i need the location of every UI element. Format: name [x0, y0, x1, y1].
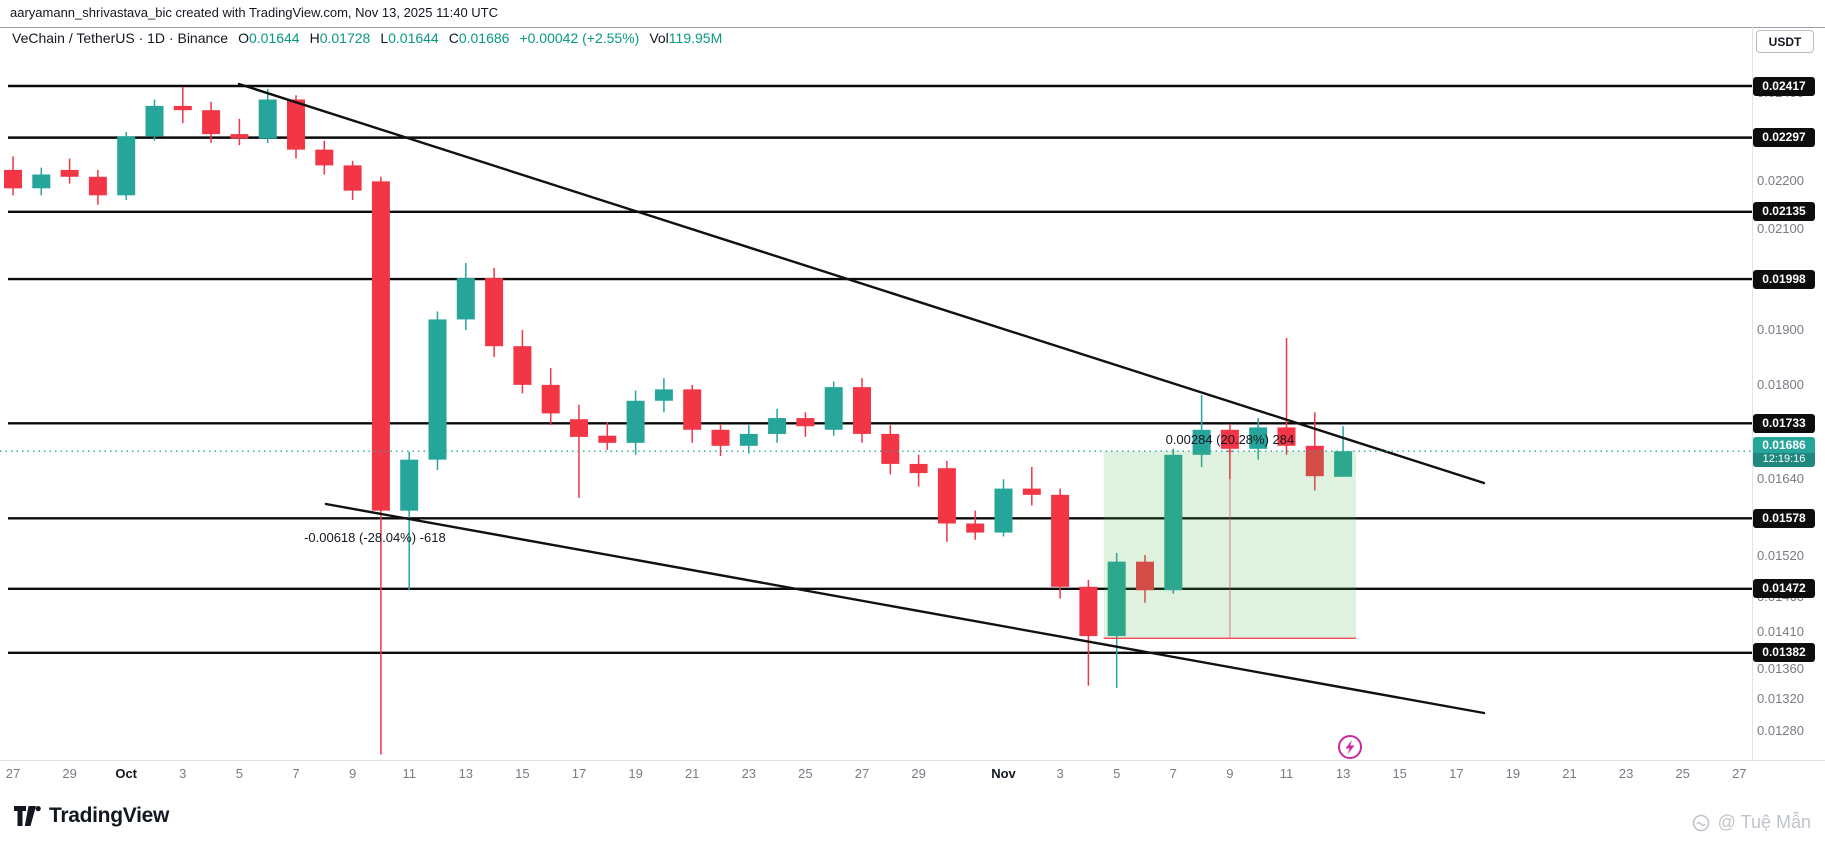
watermark: @ Tuệ Mẫn — [1692, 812, 1811, 833]
volume-value: 119.95M — [668, 30, 723, 46]
flash-boost-icon[interactable] — [1336, 733, 1364, 761]
candle-body — [456, 278, 475, 320]
candle-body — [1022, 488, 1041, 495]
candle-body — [1079, 586, 1098, 637]
symbol-title: VeChain / TetherUS · 1D · Binance — [12, 30, 229, 46]
attribution-text: aaryamann_shrivastava_bic created with T… — [10, 5, 499, 20]
candle-body — [541, 384, 560, 414]
candle-body — [315, 149, 334, 166]
candle-body — [88, 176, 107, 196]
candle-body — [202, 110, 221, 135]
candle-body — [626, 400, 645, 443]
candle-body — [1192, 429, 1211, 455]
tradingview-logo[interactable]: TradingView — [14, 804, 169, 828]
low-value: 0.01644 — [388, 30, 439, 46]
trendline[interactable] — [324, 502, 1486, 715]
open-readout: O 0.01644 — [238, 30, 300, 46]
candle-body — [145, 105, 164, 137]
candle-body — [654, 389, 673, 401]
candle-body — [60, 169, 79, 177]
candle-body — [32, 174, 51, 189]
watermark-icon — [1692, 814, 1709, 831]
close-value: 0.01686 — [458, 30, 510, 46]
candle-body — [1334, 451, 1353, 477]
candle-body — [824, 387, 843, 430]
volume-label: Vol — [649, 30, 669, 46]
candle-body — [1107, 561, 1126, 637]
candle-body — [683, 389, 702, 430]
open-value: 0.01644 — [248, 30, 300, 46]
candle-body — [4, 169, 22, 189]
candle-body — [1249, 427, 1268, 449]
candle-body — [1164, 454, 1183, 591]
high-label: H — [309, 30, 320, 46]
flash-circle — [1338, 735, 1362, 759]
candle-body — [287, 99, 305, 150]
candle-body — [1305, 445, 1324, 477]
watermark-text: @ Tuệ Mẫn — [1717, 812, 1811, 832]
candle-body — [711, 429, 730, 446]
candle-body — [909, 463, 928, 474]
high-value: 0.01728 — [319, 30, 371, 46]
close-readout: C 0.01686 — [449, 30, 510, 46]
tradingview-logo-text: TradingView — [49, 804, 170, 827]
candle-body — [739, 433, 758, 446]
candle-body — [853, 387, 871, 434]
candle-body — [1220, 429, 1239, 449]
candle-body — [230, 134, 249, 139]
candle-body — [117, 136, 136, 196]
trendline[interactable] — [237, 82, 1486, 485]
candle-body — [513, 346, 532, 385]
candle-body — [1277, 427, 1296, 446]
low-readout: L 0.01644 — [380, 30, 438, 46]
candle-body — [428, 319, 447, 460]
candle-body — [343, 165, 362, 191]
close-label: C — [448, 30, 459, 46]
tradingview-logo-icon — [14, 806, 41, 826]
candle-body — [966, 523, 985, 533]
currency-button[interactable]: USDT — [1756, 30, 1814, 53]
candle-body — [400, 459, 419, 511]
candle-body — [1136, 561, 1154, 591]
candle-body — [598, 435, 617, 443]
candle-body — [1051, 494, 1070, 587]
candle-body — [796, 418, 815, 427]
candle-body — [881, 433, 900, 464]
candle-body — [371, 181, 390, 511]
candle-body — [994, 488, 1013, 533]
open-label: O — [238, 30, 249, 46]
candle-body — [937, 468, 956, 524]
symbol-legend[interactable]: VeChain / TetherUS · 1D · Binance O 0.016… — [12, 30, 722, 46]
volume-readout: Vol 119.95M — [649, 30, 722, 46]
candle-body — [570, 419, 588, 437]
candle-body — [485, 278, 504, 347]
lightning-bolt-icon — [1345, 740, 1355, 755]
change-value: +0.00042 (+2.55%) — [519, 30, 640, 46]
candle-body — [768, 418, 787, 434]
candle-body — [173, 105, 192, 111]
high-readout: H 0.01728 — [310, 30, 371, 46]
low-label: L — [380, 30, 389, 46]
candle-body — [258, 99, 277, 139]
